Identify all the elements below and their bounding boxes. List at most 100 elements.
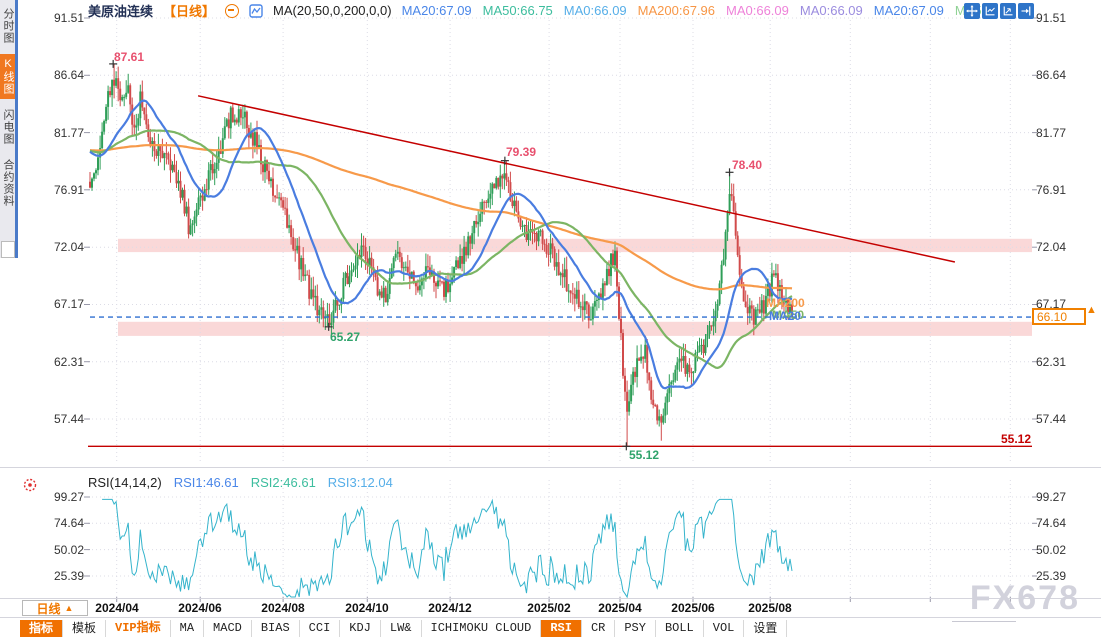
ma-values: MA20:67.09 MA50:66.75 MA0:66.09 MA200:67.96… bbox=[402, 3, 982, 18]
price-label-left: 76.91 bbox=[53, 183, 84, 197]
rsi-label-right: 25.39 bbox=[1036, 569, 1067, 583]
ma20-line-label: MA20 bbox=[769, 309, 802, 323]
rsi-label-right: 99.27 bbox=[1036, 490, 1067, 504]
go-to-latest-icon[interactable] bbox=[1018, 3, 1034, 19]
indicator-tab-MACD[interactable]: MACD bbox=[204, 620, 252, 637]
price-label-left: 81.77 bbox=[53, 126, 84, 140]
rsi3-value: RSI3:12.04 bbox=[327, 475, 393, 490]
price-label-right: 76.91 bbox=[1036, 183, 1067, 197]
ma-value-chip: MA20:67.09 bbox=[401, 3, 472, 18]
support-level-label: 55.12 bbox=[1000, 432, 1031, 446]
sidebar-item-合约资料[interactable]: 合约资料 bbox=[2, 159, 14, 207]
chart-type-icon[interactable] bbox=[249, 3, 263, 18]
price-label-left: 57.44 bbox=[53, 412, 84, 426]
rsi-label-right: 50.02 bbox=[1036, 543, 1067, 557]
fit-chart-icon[interactable] bbox=[982, 3, 998, 19]
indicator-tab-LW&[interactable]: LW& bbox=[381, 620, 422, 637]
indicator-tab-指标[interactable]: 指标 bbox=[20, 620, 64, 637]
sidebar-item-闪电图[interactable]: 闪电图 bbox=[2, 109, 14, 145]
current-price-badge[interactable]: 66.10 bbox=[1032, 308, 1086, 325]
annotation-high-1: 87.61 bbox=[114, 50, 145, 64]
rsi-settings-icon[interactable] bbox=[22, 477, 38, 493]
month-label: 2024/06 bbox=[178, 601, 222, 615]
ma-value-chip: MA20:67.09 bbox=[873, 3, 944, 18]
resistance-zone-2 bbox=[118, 321, 1032, 336]
ma-value-chip: MA0:66.09 bbox=[563, 3, 627, 18]
footer-divider bbox=[0, 617, 1101, 618]
indicator-tab-KDJ[interactable]: KDJ bbox=[340, 620, 381, 637]
watermark: FX678 bbox=[969, 579, 1080, 617]
ma200-line-label: MA200 bbox=[766, 296, 805, 310]
ma-value-chip: MA0:66.09 bbox=[726, 3, 789, 18]
symbol-title: 美原油连续 bbox=[88, 4, 154, 19]
pan-icon[interactable] bbox=[964, 3, 980, 19]
annotation-high-2: 79.39 bbox=[506, 145, 537, 159]
indicator-tab-MA[interactable]: MA bbox=[171, 620, 205, 637]
price-label-left: 67.17 bbox=[53, 297, 84, 311]
price-label-right: 67.17 bbox=[1036, 297, 1067, 311]
indicator-tab-VIP指标[interactable]: VIP指标 bbox=[106, 620, 171, 637]
ma-value-chip: MA200:67.96 bbox=[637, 3, 715, 18]
indicator-tab-CCI[interactable]: CCI bbox=[300, 620, 341, 637]
indicator-tab-VOL[interactable]: VOL bbox=[704, 620, 745, 637]
ma-settings-label[interactable]: MA(20,50,0,200,0,0) bbox=[273, 3, 392, 18]
price-label-right: 57.44 bbox=[1036, 412, 1067, 426]
indicator-tab-PSY[interactable]: PSY bbox=[615, 620, 656, 637]
indicator-tab-ICHIMOKU CLOUD[interactable]: ICHIMOKU CLOUD bbox=[422, 620, 542, 637]
rsi-label-right: 74.64 bbox=[1036, 516, 1067, 530]
month-label: 2024/12 bbox=[428, 601, 472, 615]
resistance-zone-1 bbox=[118, 238, 1032, 253]
rsi-title[interactable]: RSI(14,14,2) bbox=[88, 475, 162, 490]
month-label: 2025/06 bbox=[671, 601, 715, 615]
price-label-right: 91.51 bbox=[1036, 11, 1067, 25]
price-label-left: 86.64 bbox=[53, 68, 84, 82]
collapse-icon[interactable] bbox=[225, 3, 240, 18]
sidebar-item-分时图[interactable]: 分时图 bbox=[2, 8, 14, 44]
period-selector-label: 日线 bbox=[36, 601, 61, 616]
price-label-right: 72.04 bbox=[1036, 240, 1067, 254]
annotation-low-2: 55.12 bbox=[629, 448, 660, 462]
chart-toolbar bbox=[964, 3, 1034, 19]
sidebar-handle[interactable] bbox=[1, 241, 15, 258]
ma-value-chip: MA0:66.09 bbox=[799, 3, 863, 18]
indicator-tab-RSI[interactable]: RSI bbox=[541, 620, 582, 637]
annotation-high-3: 78.40 bbox=[732, 158, 763, 172]
pane-divider[interactable] bbox=[0, 467, 1101, 468]
period-tag[interactable]: 【日线】 bbox=[163, 4, 216, 19]
indicator-tab-CR[interactable]: CR bbox=[582, 620, 616, 637]
rsi1-value: RSI1:46.61 bbox=[173, 475, 239, 490]
annotation-low-1: 65.27 bbox=[330, 330, 361, 344]
indicator-tab-BOLL[interactable]: BOLL bbox=[656, 620, 704, 637]
indicator-tabbar: 指标 模板 VIP指标 MA MACD BIAS CCI KDJ LW& ICHIMOKU CLO… bbox=[20, 619, 1101, 638]
indicator-tab-BIAS[interactable]: BIAS bbox=[252, 620, 300, 637]
rsi-label-left: 25.39 bbox=[53, 569, 84, 583]
price-label-left: 91.51 bbox=[53, 11, 84, 25]
axis-scale-icon[interactable] bbox=[1000, 3, 1016, 19]
month-label: 2024/10 bbox=[345, 601, 389, 615]
rsi-line bbox=[102, 498, 793, 599]
sidebar-accent-bar bbox=[15, 0, 18, 258]
descending-trendline[interactable] bbox=[197, 95, 956, 263]
period-selector-arrow-icon: ▲ bbox=[64, 603, 74, 613]
sidebar-item-K线图[interactable]: K线图 bbox=[0, 54, 15, 99]
rsi2-value: RSI2:46.61 bbox=[250, 475, 316, 490]
ma50-line-label: MA50 bbox=[772, 308, 805, 322]
watermark-underline bbox=[952, 621, 1016, 622]
rsi-label-left: 50.02 bbox=[53, 543, 84, 557]
ma50-line bbox=[89, 129, 793, 369]
price-label-left: 62.31 bbox=[53, 355, 84, 369]
month-label: 2024/08 bbox=[261, 601, 305, 615]
ma-value-chip: MA50:66.75 bbox=[482, 3, 553, 18]
month-label: 2025/02 bbox=[527, 601, 571, 615]
price-arrow-icon[interactable]: ▲ bbox=[1086, 304, 1097, 316]
period-selector[interactable]: 日线 ▲ bbox=[22, 600, 88, 616]
month-label: 2024/04 bbox=[95, 601, 139, 615]
ma20-line bbox=[89, 99, 793, 390]
rsi-label-left: 99.27 bbox=[53, 490, 84, 504]
indicator-tab-设置[interactable]: 设置 bbox=[744, 620, 788, 637]
month-label: 2025/04 bbox=[598, 601, 642, 615]
indicator-tab-模板[interactable]: 模板 bbox=[63, 620, 107, 637]
rsi-header: RSI(14,14,2) RSI1:46.61 RSI2:46.61 RSI3:… bbox=[88, 475, 393, 490]
rsi-bottom-divider bbox=[0, 598, 1101, 599]
